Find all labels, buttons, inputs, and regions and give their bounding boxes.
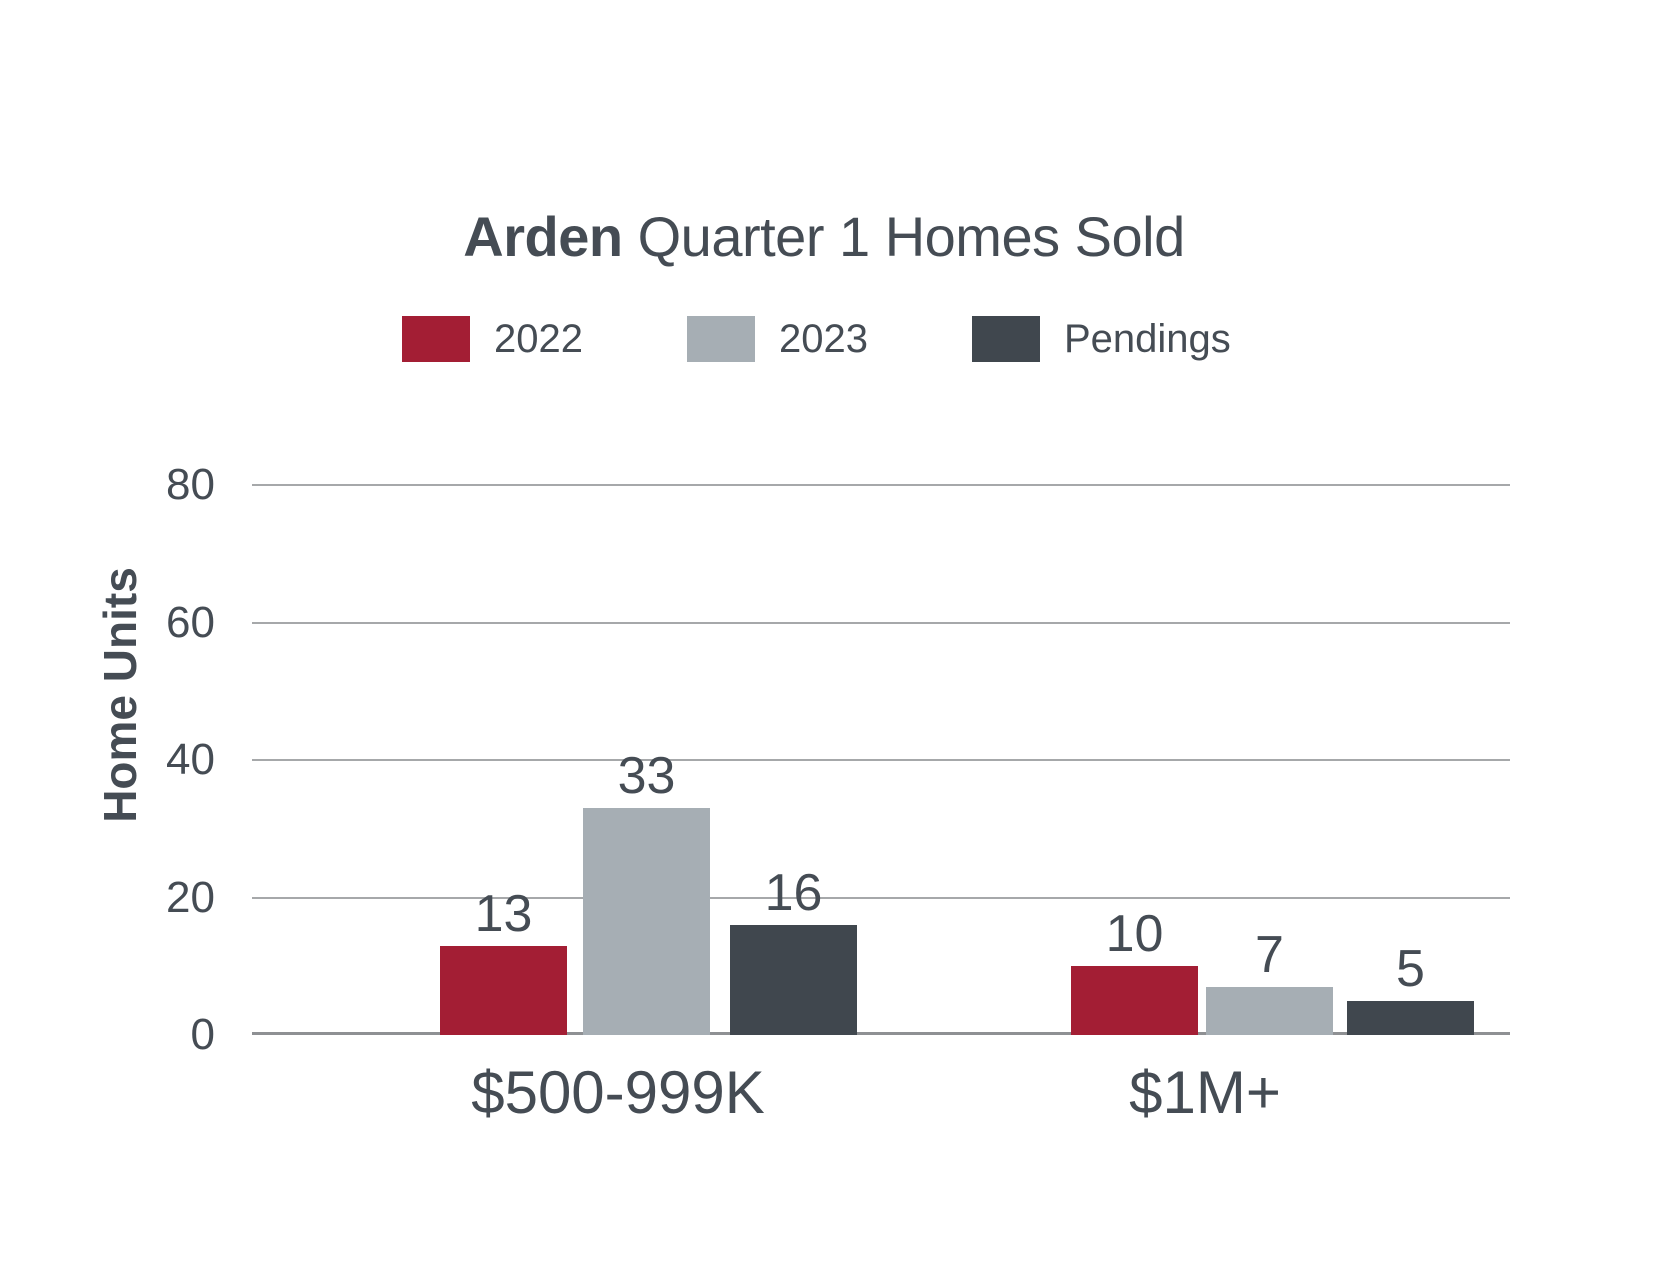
bar-pendings-500-999k: 16: [730, 864, 857, 1035]
bar-value-label-2022-0: 13: [474, 885, 533, 943]
legend-swatch-2023: [687, 316, 755, 362]
y-tick-label-0: 0: [190, 1010, 215, 1059]
gridline-60: [252, 621, 1510, 624]
bar-2023-500-999k: 33: [583, 747, 710, 1035]
bar-2022-500-999k: 13: [440, 885, 567, 1035]
chart-title: Arden Quarter 1 Homes Sold: [463, 204, 1186, 269]
bar-value-label-2022-1: 10: [1105, 905, 1164, 963]
bar-value-label-pendings-0: 16: [764, 864, 823, 922]
legend-label-2023: 2023: [779, 316, 868, 361]
y-tick-label-20: 20: [166, 872, 215, 922]
bar-pendings-1m: 5: [1347, 940, 1474, 1035]
y-tick-label-40: 40: [166, 735, 215, 784]
bar-value-label-pendings-1: 5: [1396, 940, 1425, 998]
bar-value-label-2023-1: 7: [1255, 926, 1284, 984]
gridline-40: [252, 759, 1510, 761]
y-axis-ticks: 80 60 40 20 0: [0, 460, 215, 1059]
legend: 2022 2023 Pendings: [402, 316, 1231, 362]
x-axis-baseline: [252, 1032, 1510, 1035]
legend-label-2022: 2022: [494, 316, 583, 361]
legend-item-2023: 2023: [687, 316, 972, 362]
x-category-label-500-999k: $500-999K: [471, 1059, 765, 1126]
legend-swatch-pendings: [972, 316, 1040, 362]
legend-label-pendings: Pendings: [1064, 316, 1231, 361]
bar-2022-1m: 10: [1071, 905, 1198, 1035]
chart-title-rest: Quarter 1 Homes Sold: [622, 205, 1186, 268]
x-category-label-1m-plus: $1M+: [1129, 1059, 1281, 1126]
legend-swatch-2022: [402, 316, 470, 362]
bar-2023-1m: 7: [1206, 926, 1333, 1035]
chart-title-bold: Arden: [463, 205, 623, 268]
gridline-80: [252, 484, 1510, 486]
plot-area: 13 10 33 7 16 5: [252, 484, 1510, 1035]
y-tick-label-80: 80: [166, 460, 215, 509]
legend-item-2022: 2022: [402, 316, 687, 362]
gridline-20: [252, 896, 1510, 899]
y-tick-label-60: 60: [166, 597, 215, 647]
bar-value-label-2023-0: 33: [617, 747, 676, 805]
legend-item-pendings: Pendings: [972, 316, 1231, 362]
